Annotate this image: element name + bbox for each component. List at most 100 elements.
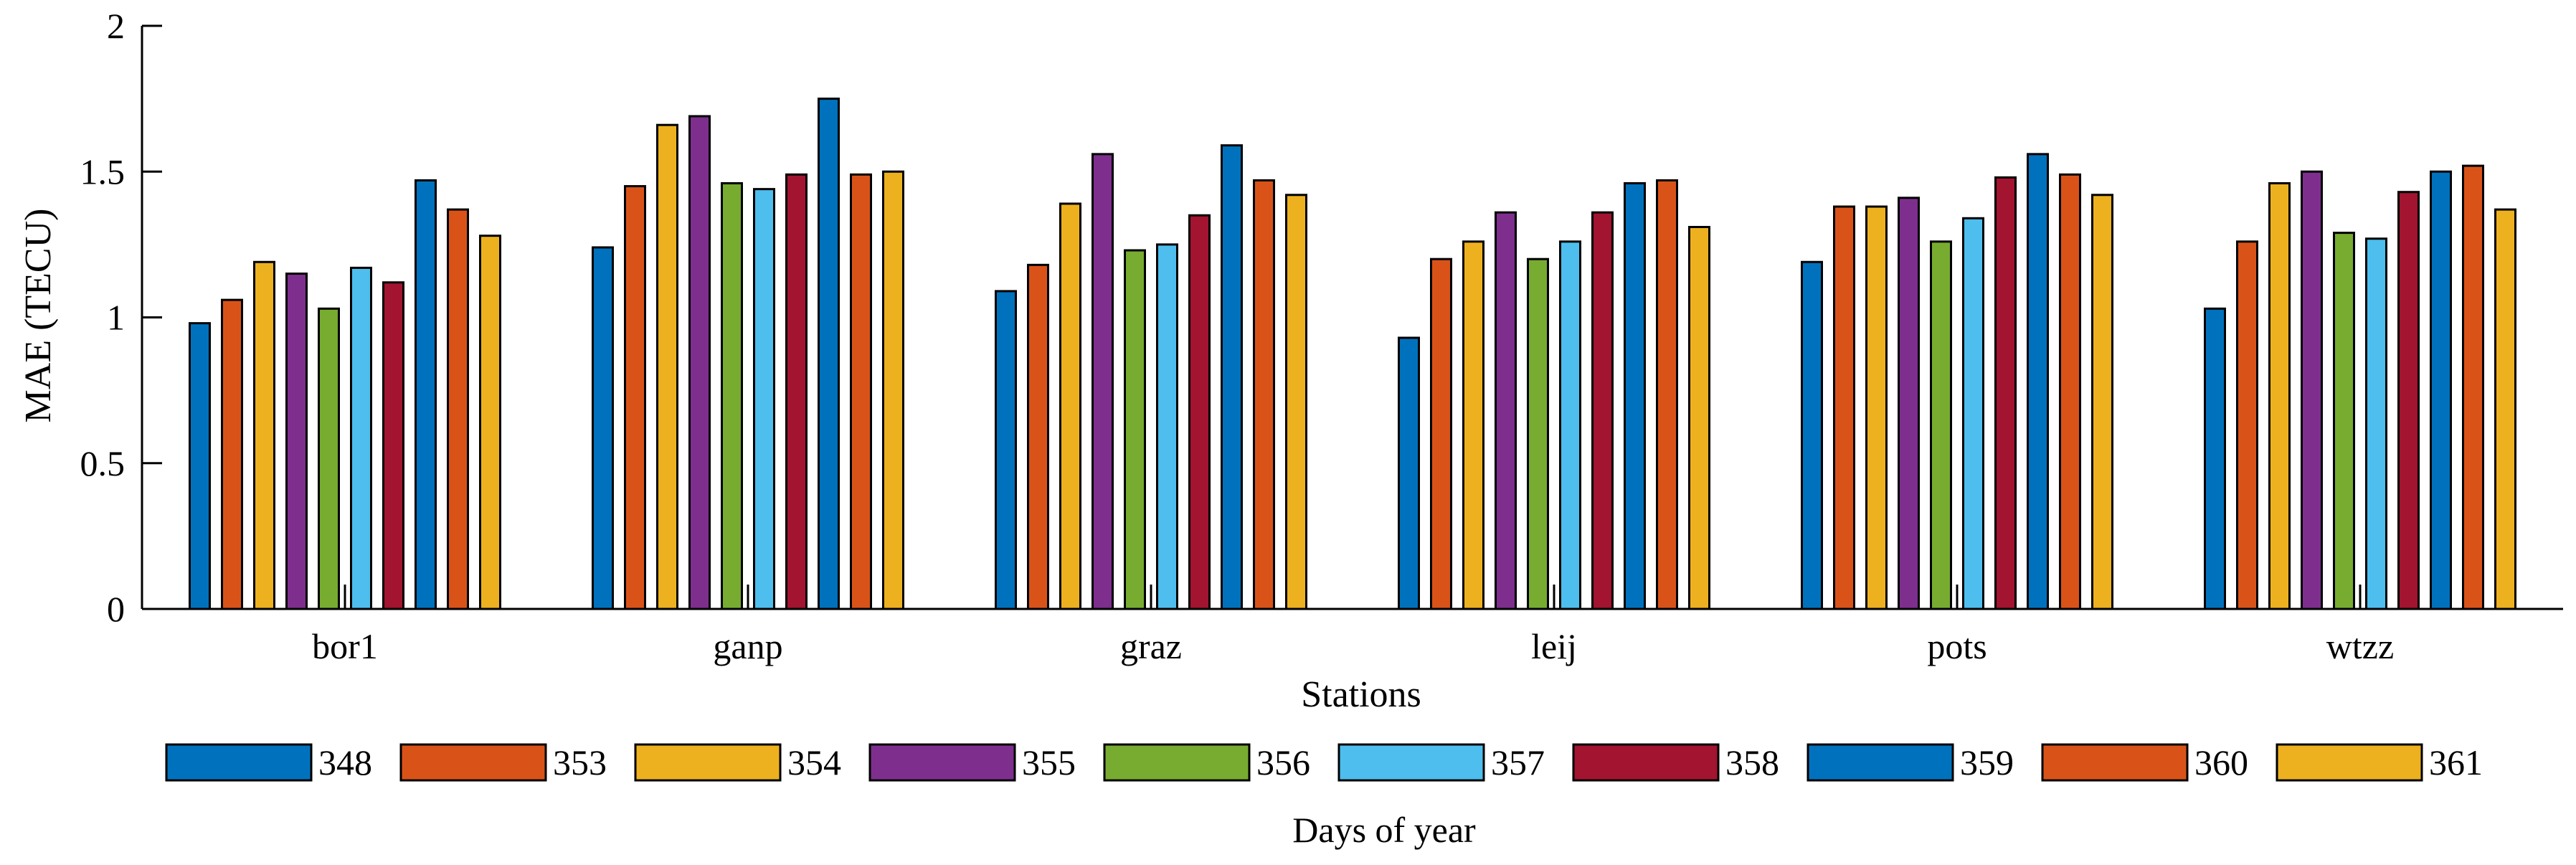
legend-swatch-348 [165,743,313,782]
bar-graz-355 [1092,153,1114,610]
y-tick-label: 2 [107,6,125,46]
bar-wtzz-359 [2430,170,2452,610]
x-tick-label-leij: leij [1531,626,1577,666]
bar-wtzz-357 [2365,237,2387,610]
y-axis-label: MAE (TECU) [18,209,59,423]
bar-leij-354 [1462,240,1484,610]
bar-leij-356 [1527,257,1549,610]
bar-ganp-356 [721,182,743,610]
x-tick-label-bor1: bor1 [312,626,378,666]
bar-pots-354 [1865,205,1888,610]
bar-graz-348 [995,290,1017,610]
bar-leij-355 [1495,211,1517,610]
legend-label-354: 354 [787,742,841,783]
y-tick-label: 1.5 [80,151,126,192]
legend-label-360: 360 [2194,742,2248,783]
bar-bor1-348 [189,322,211,610]
bar-leij-353 [1430,257,1452,610]
legend-label-355: 355 [1022,742,1076,783]
bar-bor1-353 [221,298,243,610]
bar-pots-359 [2027,153,2049,610]
bar-ganp-348 [592,246,614,610]
x-tick-label-graz: graz [1120,626,1182,666]
axes-group [141,26,2563,610]
bar-pots-355 [1898,197,1920,610]
y-ticks-group: 0 0.5 1 1.5 2 [80,6,162,629]
bar-graz-358 [1188,214,1211,610]
legend-swatch-356 [1103,743,1251,782]
bar-bor1-355 [285,273,308,610]
bar-wtzz-361 [2494,208,2516,610]
legend: 348 353 354 355 356 357 358 359 360 361 [165,742,2483,783]
legend-swatch-360 [2041,743,2189,782]
legend-label-358: 358 [1725,742,1779,783]
bar-pots-356 [1930,240,1952,610]
bar-wtzz-355 [2301,170,2323,610]
y-tick-label: 0 [107,589,125,629]
bar-graz-360 [1253,179,1275,610]
bars-group [189,98,2516,610]
bar-pots-361 [2091,194,2113,610]
legend-swatch-353 [399,743,547,782]
bar-wtzz-360 [2462,164,2484,610]
bar-ganp-359 [818,98,840,610]
bar-ganp-353 [624,185,646,610]
bar-ganp-360 [850,173,872,610]
bar-bor1-358 [382,281,404,610]
legend-label-357: 357 [1491,742,1545,783]
legend-label-353: 353 [553,742,607,783]
bar-wtzz-348 [2204,307,2226,610]
bar-bor1-361 [479,235,501,610]
bar-pots-357 [1962,217,1984,610]
bar-wtzz-353 [2236,240,2258,610]
bar-graz-353 [1027,263,1049,610]
bar-wtzz-358 [2397,191,2420,610]
legend-label-359: 359 [1960,742,2014,783]
bar-bor1-357 [350,266,372,610]
y-tick-label: 0.5 [80,443,126,483]
legend-swatch-354 [634,743,782,782]
bar-graz-357 [1156,243,1178,610]
bar-wtzz-356 [2333,232,2355,610]
bar-wtzz-354 [2268,182,2291,610]
bar-pots-358 [1994,176,2017,610]
x-tick-label-wtzz: wtzz [2326,626,2394,666]
bar-ganp-357 [753,188,775,610]
x-tick-label-pots: pots [1927,626,1987,666]
bar-leij-361 [1688,225,1710,610]
bar-graz-361 [1285,194,1307,610]
bar-pots-360 [2059,173,2081,610]
bar-bor1-359 [415,179,437,610]
bar-leij-348 [1398,336,1420,610]
y-tick-label: 1 [107,298,125,338]
bar-leij-360 [1656,179,1678,610]
bar-pots-348 [1801,260,1823,610]
bar-ganp-355 [688,115,711,610]
legend-label-361: 361 [2429,742,2483,783]
bar-bor1-356 [318,307,340,610]
bar-leij-358 [1591,211,1614,610]
legend-label-348: 348 [318,742,372,783]
legend-swatch-355 [868,743,1016,782]
legend-swatch-361 [2276,743,2423,782]
bar-ganp-358 [785,173,808,610]
bar-ganp-354 [656,123,678,610]
legend-swatch-358 [1572,743,1720,782]
bar-bor1-354 [253,260,275,610]
bar-graz-354 [1059,202,1081,610]
legend-swatch-359 [1806,743,1954,782]
legend-title: Days of year [1292,810,1476,850]
x-ticks-group: bor1 ganp graz leij pots wtzz [312,585,2394,666]
bar-bor1-360 [447,208,469,610]
legend-swatch-357 [1337,743,1485,782]
x-tick-label-ganp: ganp [713,626,782,666]
bar-graz-356 [1124,249,1146,610]
bar-graz-359 [1221,144,1243,610]
bar-leij-359 [1624,182,1646,610]
bar-pots-353 [1833,205,1855,610]
bar-leij-357 [1559,240,1581,610]
bar-ganp-361 [882,170,904,610]
x-axis-label: Stations [1301,674,1421,715]
legend-label-356: 356 [1256,742,1310,783]
